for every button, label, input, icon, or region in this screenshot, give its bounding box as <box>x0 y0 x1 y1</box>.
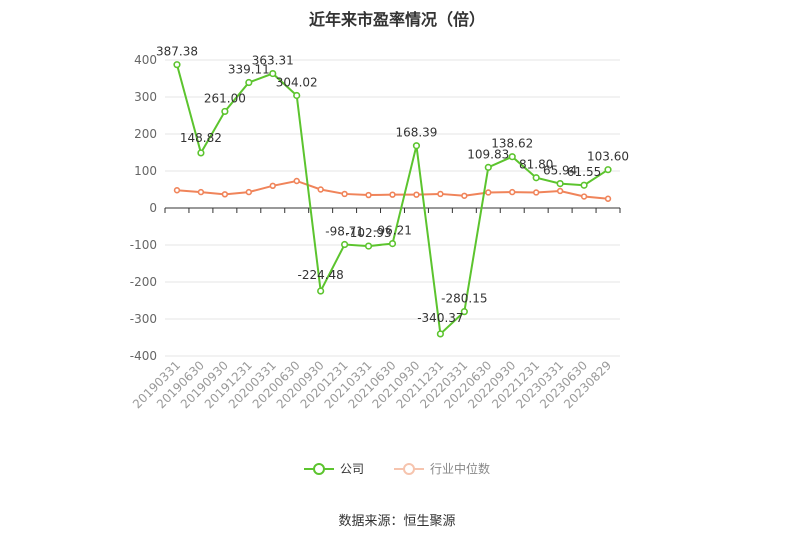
data-label: -280.15 <box>441 292 487 306</box>
data-label: 387.38 <box>156 45 198 59</box>
data-label: 148.82 <box>180 131 222 145</box>
data-point <box>436 330 444 338</box>
data-label: 103.60 <box>587 150 629 164</box>
data-point <box>269 182 276 190</box>
data-point <box>388 239 397 248</box>
data-label: 61.55 <box>567 165 601 179</box>
data-point <box>197 149 205 157</box>
data-label: -98.71 <box>325 225 364 239</box>
y-tick-label: 0 <box>149 201 157 215</box>
data-point <box>317 186 324 193</box>
y-tick-label: -300 <box>130 312 157 326</box>
y-tick-label: 200 <box>134 127 157 141</box>
data-point <box>197 188 205 196</box>
data-label: 339.11 <box>228 63 270 77</box>
data-point <box>245 78 253 87</box>
data-point <box>365 191 372 199</box>
data-point <box>580 181 588 189</box>
legend-item-company[interactable]: 公司 <box>303 460 364 477</box>
legend-item-industry-median[interactable]: 行业中位数 <box>394 460 490 477</box>
legend-marker-company <box>303 462 334 475</box>
data-point <box>245 188 253 196</box>
data-label: -96.21 <box>373 224 412 238</box>
data-point <box>461 192 468 199</box>
data-point <box>341 240 349 249</box>
data-point <box>508 153 516 161</box>
data-label: 168.39 <box>395 126 437 140</box>
y-tick-label: 100 <box>134 164 157 178</box>
y-tick-label: -100 <box>130 238 157 252</box>
data-label: 138.62 <box>491 137 533 151</box>
data-point <box>460 308 468 316</box>
data-label: 261.00 <box>204 91 246 105</box>
y-tick-label: 300 <box>134 90 157 104</box>
data-point <box>293 177 300 185</box>
data-point <box>604 195 612 202</box>
data-point <box>221 107 229 116</box>
data-label: 109.83 <box>467 147 509 161</box>
data-point <box>604 166 612 174</box>
data-point <box>269 69 277 78</box>
legend-label-industry-median: 行业中位数 <box>430 462 491 476</box>
data-point <box>556 180 564 188</box>
data-label: 304.02 <box>276 76 318 90</box>
data-label: -102.93 <box>345 226 391 240</box>
data-point <box>389 191 396 198</box>
legend-marker-industry-median <box>394 462 424 475</box>
data-label: 65.94 <box>543 164 577 178</box>
legend-label-company: 公司 <box>339 462 364 476</box>
data-point <box>221 191 229 198</box>
data-point <box>412 142 421 150</box>
data-point <box>364 242 373 250</box>
data-label: 81.80 <box>519 158 553 172</box>
data-point <box>293 91 301 100</box>
source-note: 数据来源：恒生聚源 <box>338 514 456 529</box>
y-tick-label: -200 <box>130 275 157 289</box>
data-point <box>532 189 540 196</box>
data-point <box>317 287 325 295</box>
data-point <box>532 174 540 182</box>
data-point <box>437 190 444 198</box>
data-label: -224.48 <box>297 268 343 282</box>
data-point <box>485 189 492 196</box>
series-lines <box>173 61 612 338</box>
y-tick-label: -400 <box>130 349 157 363</box>
data-point <box>173 187 181 194</box>
data-point <box>556 187 564 195</box>
data-point <box>509 188 516 196</box>
data-point <box>173 61 181 69</box>
data-point <box>484 163 492 171</box>
data-point <box>413 191 420 198</box>
data-point <box>580 193 588 200</box>
legend: 公司 行业中位数 <box>0 460 794 477</box>
data-label: 363.31 <box>252 54 294 68</box>
data-point <box>341 190 348 198</box>
data-label: -340.37 <box>417 311 463 325</box>
y-tick-label: 400 <box>134 53 157 67</box>
chart-title: 近年来市盈率情况（倍） <box>308 10 485 29</box>
